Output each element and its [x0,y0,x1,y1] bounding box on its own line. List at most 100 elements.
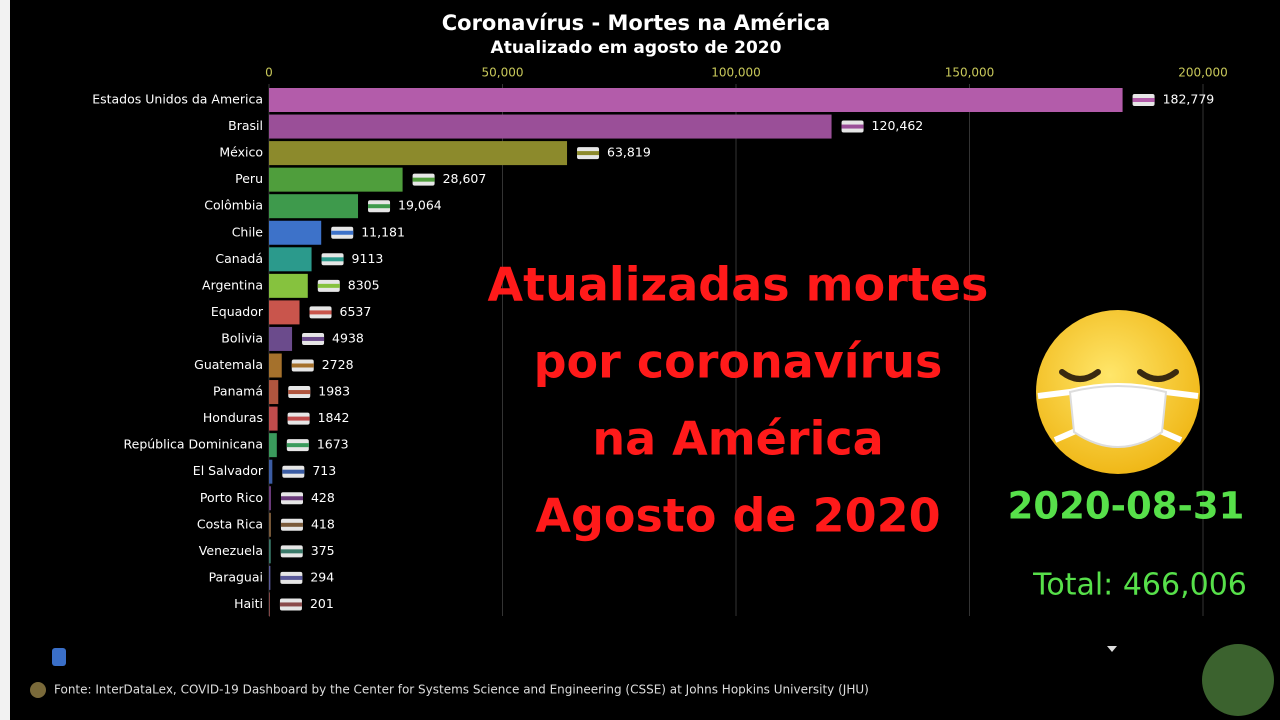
source-icon [30,682,46,698]
bar [269,141,568,166]
y-tick-label: El Salvador [193,463,264,478]
value-label: 8305 [348,277,380,292]
flag-band [1132,98,1155,102]
bar [269,406,278,431]
y-tick-label: Bolivia [221,330,263,345]
value-label: 120,462 [872,118,924,133]
value-label: 63,819 [607,145,651,160]
flag-band [280,549,303,554]
value-label: 6537 [340,304,372,319]
y-tick-label: Colômbia [204,198,263,213]
x-tick-label: 150,000 [945,66,995,80]
y-tick-label: Costa Rica [197,516,263,531]
value-label: 294 [310,569,334,584]
y-tick-label: Honduras [203,410,263,425]
y-tick-label: Canadá [215,251,263,266]
bar [269,512,271,537]
emoji-eyes [1059,369,1179,382]
y-tick-label: Paraguai [209,569,263,584]
y-tick-label: Chile [232,224,264,239]
bar [269,539,271,564]
date-label: 2020-08-31 [1008,485,1245,528]
flag-band [279,602,302,607]
bar [269,565,271,590]
flag-band [287,416,310,421]
overlay-text: por coronavírus [534,335,943,389]
y-tick-label: Peru [235,171,263,186]
player-icon [52,648,66,666]
y-tick-label: República Dominicana [124,437,264,452]
bar [269,592,270,617]
flag-band [286,443,309,448]
bar [269,167,403,192]
y-tick-label: Haiti [234,596,263,611]
x-tick-label: 50,000 [482,66,524,80]
flag-band [302,336,325,341]
flag-band [321,257,344,262]
logo [1202,644,1274,716]
y-tick-label: Estados Unidos da America [92,92,263,107]
value-label: 1983 [318,384,350,399]
chart-title: Coronavírus - Mortes na América [442,11,831,35]
flag-band [331,230,354,235]
y-tick-label: Guatemala [194,357,263,372]
total-label: Total: 466,006 [1032,568,1247,603]
value-label: 1673 [317,437,349,452]
emoji-mask [1068,385,1168,448]
emoji [1036,310,1200,474]
value-label: 1842 [318,410,350,425]
flag-band [841,124,864,129]
bar [269,273,308,298]
flag-band [282,469,305,474]
value-label: 182,779 [1163,92,1215,107]
flag-band [577,151,600,156]
value-label: 713 [312,463,336,478]
bar [269,220,322,245]
chart-subtitle: Atualizado em agosto de 2020 [491,38,782,58]
y-tick-label: Equador [211,304,264,319]
bar [269,486,271,511]
y-tick-label: Argentina [202,277,263,292]
bar [269,88,1123,112]
x-tick-label: 200,000 [1178,66,1228,80]
y-tick-label: Venezuela [199,543,263,558]
bar [269,114,832,139]
value-label: 418 [311,516,335,531]
flag-band [288,390,311,395]
flag-band [280,522,303,527]
overlay-text: na América [592,412,883,466]
bar [269,247,312,272]
flag-band [368,204,391,209]
flag-band [280,575,303,580]
menu-arrow [1107,646,1117,652]
y-tick-label: Brasil [228,118,263,133]
overlay-text: Atualizadas mortes [488,258,989,312]
flag-band [291,363,314,368]
flag-band [309,310,332,315]
value-label: 4938 [332,330,364,345]
y-tick-label: Porto Rico [200,490,263,505]
bar [269,300,300,325]
x-tick-label: 100,000 [711,66,761,80]
flag-band [280,496,303,501]
value-label: 201 [310,596,334,611]
left-border [0,0,10,720]
flag-band [317,283,340,288]
y-tick-label: México [219,145,263,160]
y-tick-label: Panamá [213,384,263,399]
value-label: 28,607 [443,171,487,186]
bar [269,194,359,219]
flag-band [412,177,435,182]
x-tick-label: 0 [265,66,273,80]
overlay-text: Agosto de 2020 [535,489,940,543]
bar [269,459,273,484]
source: Fonte: InterDataLex, COVID-19 Dashboard … [54,683,869,697]
value-label: 9113 [352,251,384,266]
value-label: 11,181 [361,224,405,239]
value-label: 428 [311,490,335,505]
value-label: 2728 [322,357,354,372]
value-label: 19,064 [398,198,442,213]
bar [269,433,277,458]
bar [269,380,279,405]
